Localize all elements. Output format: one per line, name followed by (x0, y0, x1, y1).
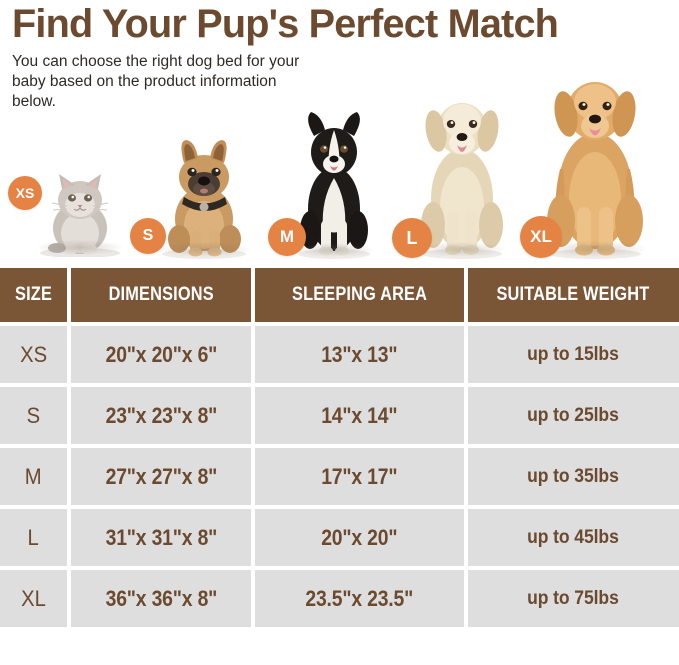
size-badge-xl-label: XL (530, 227, 552, 246)
cream-golden-retriever-icon (421, 103, 503, 259)
size-badge-xl: XL (520, 216, 562, 258)
cell-size: L (0, 509, 68, 566)
column-header-sleeping-area: SLEEPING AREA (255, 268, 464, 322)
table-header-row: SIZE DIMENSIONS SLEEPING AREA SUITABLE W… (0, 268, 679, 322)
size-badge-s: S (130, 218, 166, 254)
cell-suitable-weight: up to 75lbs (467, 570, 679, 627)
column-header-suitable-weight: SUITABLE WEIGHT (467, 268, 679, 322)
cell-size: XL (0, 570, 68, 627)
animal-shadow-xl (543, 241, 647, 257)
page-header: Find Your Pup's Perfect Match You can ch… (0, 0, 679, 112)
cell-dimensions: 27"x 27"x 8" (71, 448, 252, 505)
animal-shadow-m (294, 243, 374, 257)
size-badge-m-label: M (279, 227, 295, 246)
cell-sleeping-area: 20"x 20" (255, 509, 464, 566)
cell-dimensions: 31"x 31"x 8" (71, 509, 252, 566)
animal-shadow-l (418, 242, 506, 257)
animal-size-illustrations: XS (0, 48, 679, 263)
cell-suitable-weight: up to 25lbs (467, 387, 679, 444)
table-row: XS 20"x 20"x 6" 13"x 13" up to 15lbs (0, 326, 679, 383)
border-collie-icon (298, 112, 370, 259)
animal-figure-s (152, 139, 257, 259)
cell-suitable-weight: up to 35lbs (467, 448, 679, 505)
animal-figure-xl (536, 59, 654, 259)
cell-dimensions: 23"x 23"x 8" (71, 387, 252, 444)
cell-size: S (0, 387, 68, 444)
size-chart-table: SIZE DIMENSIONS SLEEPING AREA SUITABLE W… (0, 268, 679, 631)
column-header-dimensions: DIMENSIONS (71, 268, 252, 322)
table-row: M 27"x 27"x 8" 17"x 17" up to 35lbs (0, 448, 679, 505)
cell-suitable-weight: up to 15lbs (467, 326, 679, 383)
animal-figure-xs (34, 165, 126, 258)
gray-cat-icon (40, 174, 120, 258)
cell-sleeping-area: 14"x 14" (255, 387, 464, 444)
page-title: Find Your Pup's Perfect Match (12, 2, 559, 46)
animal-shadow-s (158, 242, 251, 257)
page-subtitle: You can choose the right dog bed for you… (12, 53, 300, 110)
size-badge-xs-label: XS (15, 185, 35, 201)
cell-size: M (0, 448, 68, 505)
table-row: XL 36"x 36"x 8" 23.5"x 23.5" up to 75lbs (0, 570, 679, 627)
column-header-size: SIZE (0, 268, 68, 322)
size-badge-l-label: L (406, 227, 418, 248)
animal-shadow-xs (37, 240, 123, 255)
size-badge-xs: XS (8, 176, 42, 210)
cell-dimensions: 20"x 20"x 6" (71, 326, 252, 383)
animal-figure-m (290, 104, 378, 259)
cell-dimensions: 36"x 36"x 8" (71, 570, 252, 627)
size-badge-l: L (392, 218, 432, 258)
cell-sleeping-area: 23.5"x 23.5" (255, 570, 464, 627)
animal-figure-l (412, 79, 512, 259)
cell-sleeping-area: 17"x 17" (255, 448, 464, 505)
cell-size: XS (0, 326, 68, 383)
cell-sleeping-area: 13"x 13" (255, 326, 464, 383)
french-bulldog-icon (162, 140, 246, 259)
golden-retriever-icon (547, 82, 643, 259)
cell-suitable-weight: up to 45lbs (467, 509, 679, 566)
table-row: S 23"x 23"x 8" 14"x 14" up to 25lbs (0, 387, 679, 444)
size-badge-s-label: S (142, 227, 154, 244)
size-badge-m: M (268, 218, 306, 256)
table-row: L 31"x 31"x 8" 20"x 20" up to 45lbs (0, 509, 679, 566)
